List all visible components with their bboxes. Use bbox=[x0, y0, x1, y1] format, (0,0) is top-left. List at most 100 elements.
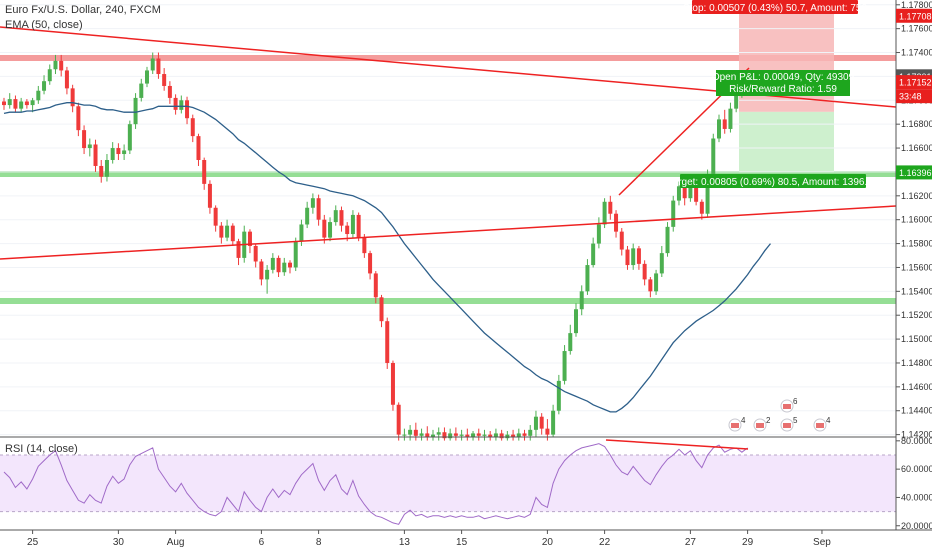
candle-113 bbox=[648, 277, 653, 298]
candle-17 bbox=[99, 159, 104, 183]
candle-body-87 bbox=[499, 433, 504, 439]
candle-body-13 bbox=[76, 106, 81, 131]
candle-91 bbox=[522, 429, 527, 441]
candle-22 bbox=[127, 120, 132, 155]
candle-14 bbox=[82, 125, 87, 155]
target-label-bg bbox=[680, 174, 866, 188]
candle-body-36 bbox=[207, 183, 212, 208]
time-tick-label-3: 6 bbox=[259, 537, 265, 548]
candle-12 bbox=[70, 84, 75, 113]
candle-21 bbox=[122, 144, 127, 160]
stop-label-bg bbox=[692, 0, 858, 14]
candle-83 bbox=[476, 428, 481, 441]
pnl-text: Open P&L: 0.00049, Qty: 49309 bbox=[712, 72, 855, 83]
event-count-4: 4 bbox=[826, 416, 831, 425]
candle-112 bbox=[642, 260, 647, 286]
candle-87 bbox=[499, 429, 504, 441]
candle-body-52 bbox=[299, 224, 304, 242]
flag-stripe bbox=[783, 404, 791, 409]
candle-125 bbox=[717, 114, 721, 143]
time-axis[interactable]: 25 30 Aug 6 8 13 15 20 22 27 29 Sep bbox=[27, 530, 831, 548]
candle-54 bbox=[310, 193, 315, 214]
price-tick-label-0: 1.17800 bbox=[901, 0, 932, 10]
price-tag-text-2: 1.17152 bbox=[899, 78, 932, 88]
rsi-axis[interactable]: 80.0000 60.0000 40.0000 20.0000 bbox=[896, 436, 932, 531]
candle-body-25 bbox=[145, 70, 149, 84]
time-tick-label-2: Aug bbox=[167, 537, 185, 548]
candle-body-125 bbox=[717, 119, 721, 139]
candle-body-127 bbox=[728, 108, 733, 129]
candle-28 bbox=[162, 68, 167, 91]
candle-34 bbox=[196, 133, 201, 166]
candle-body-57 bbox=[328, 222, 333, 238]
candle-118 bbox=[676, 181, 681, 206]
candle-body-27 bbox=[156, 58, 161, 75]
candle-body-114 bbox=[654, 273, 659, 292]
candle-body-111 bbox=[636, 248, 641, 264]
event-marker-0: 4 bbox=[728, 416, 746, 432]
candle-36 bbox=[207, 180, 212, 214]
ema-legend[interactable]: EMA (50, close) bbox=[5, 19, 83, 31]
candle-45 bbox=[259, 259, 264, 286]
candle-99 bbox=[568, 324, 573, 355]
candle-body-97 bbox=[556, 380, 561, 411]
position-labels: Stop: 0.00507 (0.43%) 50.7, Amount: 750 O… bbox=[668, 0, 879, 188]
candle-body-110 bbox=[631, 248, 636, 266]
candle-body-101 bbox=[579, 291, 584, 310]
pnl-label: Open P&L: 0.00049, Qty: 49309Risk/Reward… bbox=[712, 70, 855, 96]
candle-body-6 bbox=[36, 90, 41, 101]
candle-15 bbox=[87, 138, 92, 157]
candle-76 bbox=[436, 427, 441, 441]
price-tick-label-1: 1.17600 bbox=[901, 24, 932, 34]
candle-body-22 bbox=[127, 124, 132, 151]
candle-body-74 bbox=[425, 433, 430, 437]
candle-9 bbox=[53, 54, 58, 75]
price-tick-label-14: 1.15000 bbox=[901, 334, 932, 344]
candle-126 bbox=[722, 109, 727, 134]
candle-body-103 bbox=[591, 243, 596, 266]
candle-body-96 bbox=[551, 410, 556, 435]
rsi-legend[interactable]: RSI (14, close) bbox=[5, 443, 78, 455]
candle-body-46 bbox=[265, 269, 270, 280]
candle-body-8 bbox=[47, 69, 52, 82]
events-layer[interactable]: 4 2 5 6 4 bbox=[728, 397, 831, 432]
price-tick-label-16: 1.14600 bbox=[901, 382, 932, 392]
candle-39 bbox=[225, 219, 230, 242]
candle-body-117 bbox=[671, 200, 676, 227]
candle-59 bbox=[339, 206, 344, 232]
time-tick-label-4: 8 bbox=[316, 537, 322, 548]
candle-body-53 bbox=[305, 207, 310, 225]
candle-51 bbox=[293, 237, 298, 272]
candle-body-75 bbox=[431, 434, 435, 437]
candle-body-0 bbox=[2, 101, 6, 106]
candle-106 bbox=[608, 195, 613, 220]
price-axis[interactable]: 1.178001.176001.174001.172001.170001.168… bbox=[896, 0, 932, 440]
price-tick-label-17: 1.14400 bbox=[901, 406, 932, 416]
candle-77 bbox=[442, 427, 447, 441]
candle-1 bbox=[7, 93, 12, 109]
time-tick-label-6: 15 bbox=[456, 537, 468, 548]
candle-body-2 bbox=[13, 99, 18, 109]
candle-body-5 bbox=[30, 100, 35, 106]
time-tick-label-1: 30 bbox=[113, 537, 125, 548]
candle-38 bbox=[219, 222, 224, 244]
candle-100 bbox=[574, 303, 578, 337]
candle-body-122 bbox=[699, 201, 704, 214]
candle-body-118 bbox=[676, 186, 681, 201]
candle-body-112 bbox=[642, 263, 647, 280]
price-tag-4: 1.16396 bbox=[896, 165, 932, 180]
candle-body-94 bbox=[539, 416, 544, 429]
time-tick-label-7: 20 bbox=[542, 537, 554, 548]
candle-body-95 bbox=[545, 428, 550, 435]
price-tick-label-11: 1.15600 bbox=[901, 262, 932, 272]
candle-13 bbox=[76, 102, 81, 137]
candle-body-88 bbox=[505, 434, 510, 439]
candle-body-121 bbox=[694, 179, 699, 202]
candle-52 bbox=[299, 219, 304, 246]
candle-74 bbox=[425, 426, 430, 441]
candle-body-24 bbox=[139, 83, 144, 98]
price-tick-label-13: 1.15200 bbox=[901, 310, 932, 320]
candle-65 bbox=[373, 271, 378, 304]
stop-label-text: Stop: 0.00507 (0.43%) 50.7, Amount: 750 bbox=[683, 3, 867, 14]
